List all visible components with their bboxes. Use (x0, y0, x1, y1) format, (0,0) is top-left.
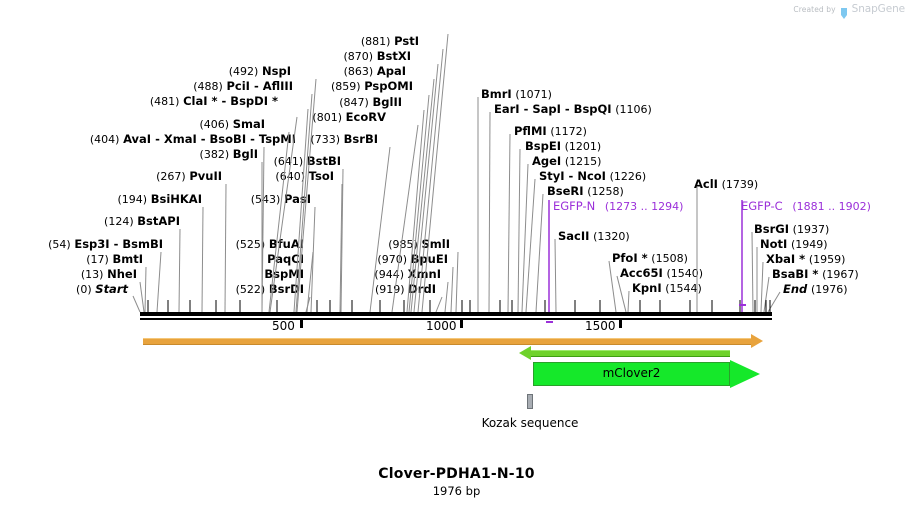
enzyme-label-styI[interactable]: StyI - NcoI (1226) (539, 169, 647, 183)
enzyme-label-drdI[interactable]: (919) DrdI (375, 282, 436, 296)
enzyme-label-xbaI[interactable]: XbaI * (1959) (766, 252, 846, 266)
enzyme-label-pstI[interactable]: (881) PstI (360, 34, 419, 48)
enzyme-label-paqCI[interactable]: PaqCI (267, 252, 304, 266)
enzyme-label-aclI[interactable]: AclI (1739) (694, 177, 759, 191)
enzyme-label-bpuEI[interactable]: (970) BpuEI (377, 252, 448, 266)
mclover2-arrowhead (730, 360, 760, 388)
enzyme-label-avaI[interactable]: (404) AvaI - XmaI - BsoBI - TspMI (89, 132, 296, 146)
enzyme-label-bfuAI[interactable]: (525) BfuAI (235, 237, 304, 251)
enzyme-label-nspI[interactable]: (492) NspI (228, 64, 291, 78)
watermark-brand: SnapGene (851, 3, 905, 15)
enzyme-label-smaI[interactable]: (406) SmaI (199, 117, 265, 131)
enzyme-label-bglI[interactable]: (382) BglI (199, 147, 258, 161)
enzyme-label-pspOMI[interactable]: (859) PspOMI (330, 79, 413, 93)
enzyme-label-bsaBI[interactable]: BsaBI * (1967) (772, 267, 859, 281)
snapgene-leaf-icon (840, 4, 848, 19)
feature-label-egfp-c[interactable]: EGFP-C (1881 .. 1902) (741, 199, 871, 213)
ruler-tick-1500 (619, 319, 622, 328)
enzyme-label-pfoI[interactable]: PfoI * (1508) (612, 251, 688, 265)
feature-kozak-sequence[interactable] (527, 394, 533, 409)
enzyme-label-xmnI[interactable]: (944) XmnI (374, 267, 441, 281)
sequence-backbone[interactable] (140, 312, 772, 316)
enzyme-label-bmtI[interactable]: (17) BmtI (86, 252, 143, 266)
feature-label-egfp-n[interactable]: EGFP-N (1273 .. 1294) (553, 199, 684, 213)
enzyme-label-start[interactable]: (0) Start (76, 282, 128, 296)
enzyme-label-pflMI[interactable]: PflMI (1172) (514, 124, 587, 138)
enzyme-label-ageI[interactable]: AgeI (1215) (532, 154, 602, 168)
watermark-prefix: Created by (793, 4, 836, 14)
enzyme-label-acc65I[interactable]: Acc65I (1540) (620, 266, 704, 280)
kozak-sequence-label: Kozak sequence (481, 416, 579, 430)
ruler-label-1000: 1000 (426, 319, 457, 333)
enzyme-label-pciI[interactable]: (488) PciI - AflIII (193, 79, 293, 93)
page-title: Clover-PDHA1-N-10 (378, 466, 535, 482)
ruler-tick-1000 (460, 319, 463, 328)
enzyme-label-earI[interactable]: EarI - SapI - BspQI (1106) (494, 102, 652, 116)
enzyme-label-bsrDI[interactable]: (522) BsrDI (235, 282, 304, 296)
enzyme-label-bstXI[interactable]: (870) BstXI (343, 49, 411, 63)
enzyme-label-bsrBI[interactable]: (733) BsrBI (310, 132, 378, 146)
enzyme-label-bstAPI[interactable]: (124) BstAPI (104, 214, 180, 228)
enzyme-label-pvuII[interactable]: (267) PvuII (156, 169, 222, 183)
mclover2-body (533, 362, 730, 386)
enzyme-label-bglII[interactable]: (847) BglII (339, 95, 402, 109)
ruler-label-1500: 1500 (585, 319, 616, 333)
enzyme-label-ecoRV[interactable]: (801) EcoRV (312, 110, 386, 124)
ruler-tick-500 (300, 319, 303, 328)
reverse-feature-bar[interactable] (531, 350, 730, 357)
orf-feature-arrowhead (751, 334, 763, 348)
snapgene-watermark: Created by SnapGene (793, 3, 905, 19)
sequence-length-label: 1976 bp (432, 484, 481, 498)
enzyme-label-tsoI[interactable]: (640) TsoI (275, 169, 334, 183)
mclover2-label: mClover2 (602, 366, 661, 380)
enzyme-label-kpnI[interactable]: KpnI (1544) (632, 281, 702, 295)
reverse-feature-arrowhead (519, 346, 531, 360)
enzyme-label-smlI[interactable]: (985) SmlI (388, 237, 450, 251)
enzyme-label-bsiHKAI[interactable]: (194) BsiHKAI (117, 192, 202, 206)
enzyme-label-bsrGI[interactable]: BsrGI (1937) (754, 222, 830, 236)
enzyme-label-bspEI[interactable]: BspEI (1201) (525, 139, 602, 153)
enzyme-label-bseRI[interactable]: BseRI (1258) (547, 184, 624, 198)
enzyme-label-bmrI[interactable]: BmrI (1071) (481, 87, 552, 101)
enzyme-label-bspMI[interactable]: BspMI (264, 267, 304, 281)
enzyme-label-esp3I[interactable]: (54) Esp3I - BsmBI (48, 237, 163, 251)
enzyme-label-nheI[interactable]: (13) NheI (80, 267, 137, 281)
enzyme-label-apaI[interactable]: (863) ApaI (343, 64, 406, 78)
enzyme-label-pasI[interactable]: (543) PasI (250, 192, 311, 206)
enzyme-label-bstBI[interactable]: (641) BstBI (273, 154, 341, 168)
feature-mclover2[interactable]: mClover2 (533, 360, 760, 388)
enzyme-label-notI[interactable]: NotI (1949) (760, 237, 828, 251)
orf-feature-bar[interactable] (143, 338, 751, 345)
egfp-n-boundary-marker (546, 321, 553, 323)
enzyme-label-sacII[interactable]: SacII (1320) (558, 229, 630, 243)
enzyme-label-claI[interactable]: (481) ClaI * - BspDI * (149, 94, 278, 108)
enzyme-label-end[interactable]: End (1976) (783, 282, 848, 296)
egfp-c-boundary-marker (739, 304, 746, 306)
sequence-backbone-shadow (140, 318, 772, 320)
ruler-label-500: 500 (272, 319, 295, 333)
